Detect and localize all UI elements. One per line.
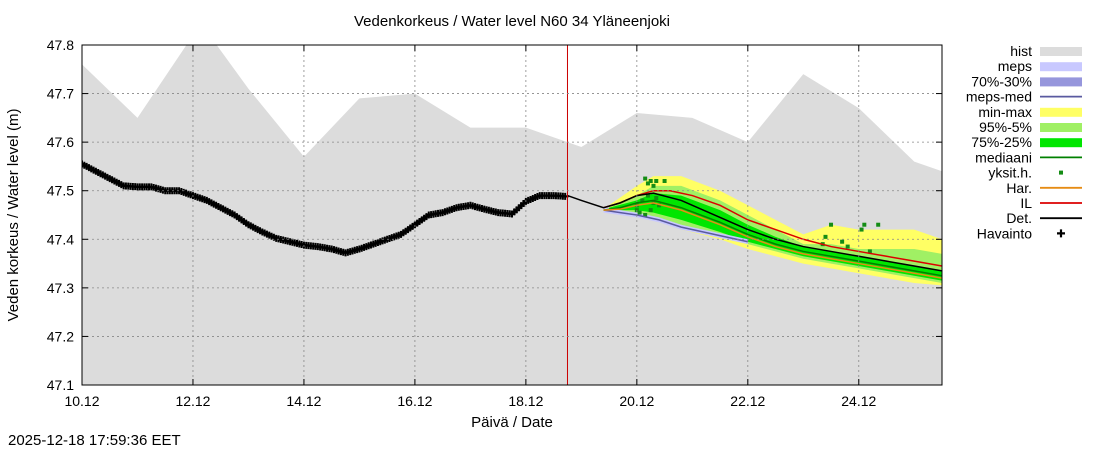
x-tick-label: 22.12 — [730, 393, 765, 409]
x-axis-label: Päivä / Date — [471, 414, 553, 431]
deterministic-line — [567, 192, 942, 272]
legend-label-obs: Havainto — [977, 225, 1032, 241]
legend-label-hist: hist — [1010, 43, 1032, 59]
legend-swatch-meps_70_30 — [1040, 77, 1082, 87]
single-member-point — [662, 179, 667, 183]
x-tick-label: 18.12 — [508, 393, 543, 409]
x-tick-label: 14.12 — [286, 393, 321, 409]
plot-area — [82, 45, 942, 385]
har-line — [603, 202, 942, 279]
legend-label-median: mediaani — [975, 149, 1032, 165]
single-member-point — [645, 193, 650, 198]
y-tick-label: 47.6 — [47, 134, 74, 150]
meps-median-line — [603, 209, 748, 243]
y-tick-label: 47.8 — [47, 37, 74, 53]
single-member-point — [648, 208, 653, 213]
legend-label-har: Har. — [1006, 180, 1032, 196]
legend-label-meps_med: meps-med — [966, 89, 1032, 105]
single-member-point — [862, 222, 867, 227]
single-member-point — [637, 210, 642, 215]
single-member-point — [657, 203, 662, 208]
legend-label-meps_70_30: 70%-30% — [971, 73, 1032, 89]
x-tick-label: 12.12 — [175, 393, 210, 409]
x-tick-label: 10.12 — [64, 393, 99, 409]
single-member-point — [867, 249, 872, 254]
legend-swatch-p95_5 — [1040, 123, 1082, 132]
legend-label-p75_25: 75%-25% — [971, 134, 1032, 150]
y-tick-label: 47.7 — [47, 86, 74, 102]
chart-title: Vedenkorkeus / Water level N60 34 Ylänee… — [354, 13, 670, 30]
x-tick-label: 16.12 — [397, 393, 432, 409]
hist-band — [82, 45, 942, 385]
y-tick-label: 47.3 — [47, 280, 74, 296]
x-tick-label: 20.12 — [619, 393, 654, 409]
y-tick-label: 47.1 — [47, 377, 74, 393]
legend-swatch-single — [1059, 170, 1063, 175]
single-member-point — [845, 244, 850, 249]
y-tick-label: 47.5 — [47, 183, 74, 199]
single-member-point — [859, 227, 864, 232]
legend-swatch-obs — [1057, 229, 1065, 238]
single-member-point — [829, 222, 834, 227]
single-member-point — [823, 234, 828, 239]
legend-label-p95_5: 95%-5% — [979, 119, 1032, 135]
timestamp: 2025-12-18 17:59:36 EET — [8, 432, 181, 449]
legend-swatch-minmax — [1040, 107, 1082, 117]
legend-label-il: IL — [1020, 195, 1032, 211]
plot-frame — [81, 44, 943, 386]
single-member-point — [651, 183, 656, 188]
single-member-point — [654, 179, 659, 183]
single-member-point — [654, 196, 659, 200]
axes: 10.12 12.12 14.12 16.12 18.12 20.12 22.12 24.12… — [47, 37, 942, 409]
il-line — [603, 189, 942, 267]
y-tick-label: 47.4 — [47, 231, 74, 247]
single-member-point — [643, 176, 648, 181]
single-member-point — [876, 222, 881, 227]
legend-label-det: Det. — [1006, 210, 1032, 226]
median-line — [603, 199, 942, 277]
y-tick-label: 47.2 — [47, 328, 74, 344]
legend-label-minmax: min-max — [978, 104, 1032, 120]
legend-label-meps: meps — [998, 58, 1032, 74]
legend-swatch-p75_25 — [1040, 138, 1082, 148]
single-member-point — [840, 239, 845, 244]
single-member-point — [643, 213, 648, 217]
legend-swatch-hist — [1040, 47, 1082, 56]
single-member-point — [648, 179, 653, 183]
legend-swatch-meps — [1040, 62, 1082, 72]
x-tick-label: 24.12 — [841, 393, 876, 409]
legend-label-single: yksit.h. — [988, 165, 1032, 181]
single-member-point — [645, 181, 650, 186]
single-member-point — [640, 198, 645, 203]
y-axis-label: Veden korkeus / Water level (m) — [5, 109, 22, 322]
legend: histmeps70%-30%meps-medmin-max95%-5%75%-… — [966, 43, 1082, 241]
